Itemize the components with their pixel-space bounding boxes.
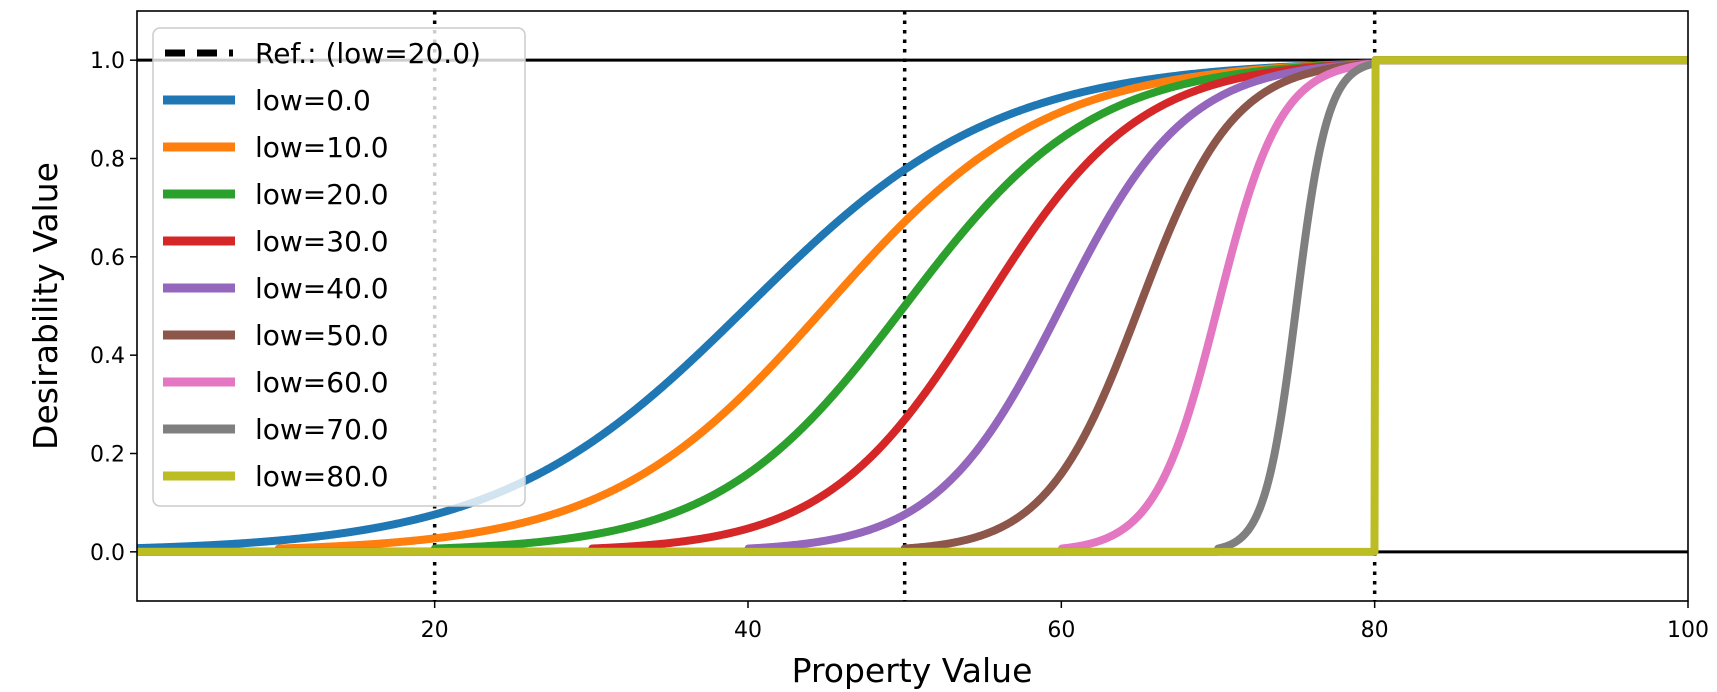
y-axis-label: Desirability Value — [26, 162, 65, 450]
series-line-8 — [137, 56, 1688, 556]
legend-label-4: low=40.0 — [255, 272, 389, 305]
x-axis-label: Property Value — [792, 651, 1033, 690]
legend-label-0: low=0.0 — [255, 84, 371, 117]
legend: Ref.: (low=20.0) low=0.0 low=10.0 low=20.0… — [152, 27, 526, 507]
legend-label-7: low=70.0 — [255, 413, 389, 446]
y-axis-ticks: 0.0 0.2 0.4 0.6 0.8 1.0 — [90, 49, 137, 566]
x-tick-label-0: 20 — [421, 618, 449, 643]
x-tick-label-4: 100 — [1667, 618, 1709, 643]
y-tick-label-1: 0.2 — [90, 443, 125, 468]
y-tick-label-3: 0.6 — [90, 246, 125, 271]
series-curves — [137, 56, 1688, 556]
x-tick-label-3: 80 — [1361, 618, 1389, 643]
x-tick-label-1: 40 — [734, 618, 762, 643]
legend-label-1: low=10.0 — [255, 131, 389, 164]
y-tick-label-0: 0.0 — [90, 541, 125, 566]
x-axis-ticks: 20 40 60 80 100 — [421, 601, 1709, 643]
plot-frame — [136, 10, 1689, 602]
legend-label-5: low=50.0 — [255, 319, 389, 352]
legend-ref-label: Ref.: (low=20.0) — [255, 37, 481, 70]
y-tick-label-2: 0.4 — [90, 344, 125, 369]
legend-box — [152, 27, 526, 507]
legend-label-3: low=30.0 — [255, 225, 389, 258]
legend-label-6: low=60.0 — [255, 366, 389, 399]
y-tick-label-5: 1.0 — [90, 49, 125, 74]
x-tick-label-2: 60 — [1047, 618, 1075, 643]
legend-label-8: low=80.0 — [255, 460, 389, 493]
y-tick-label-4: 0.8 — [90, 148, 125, 173]
legend-label-2: low=20.0 — [255, 178, 389, 211]
